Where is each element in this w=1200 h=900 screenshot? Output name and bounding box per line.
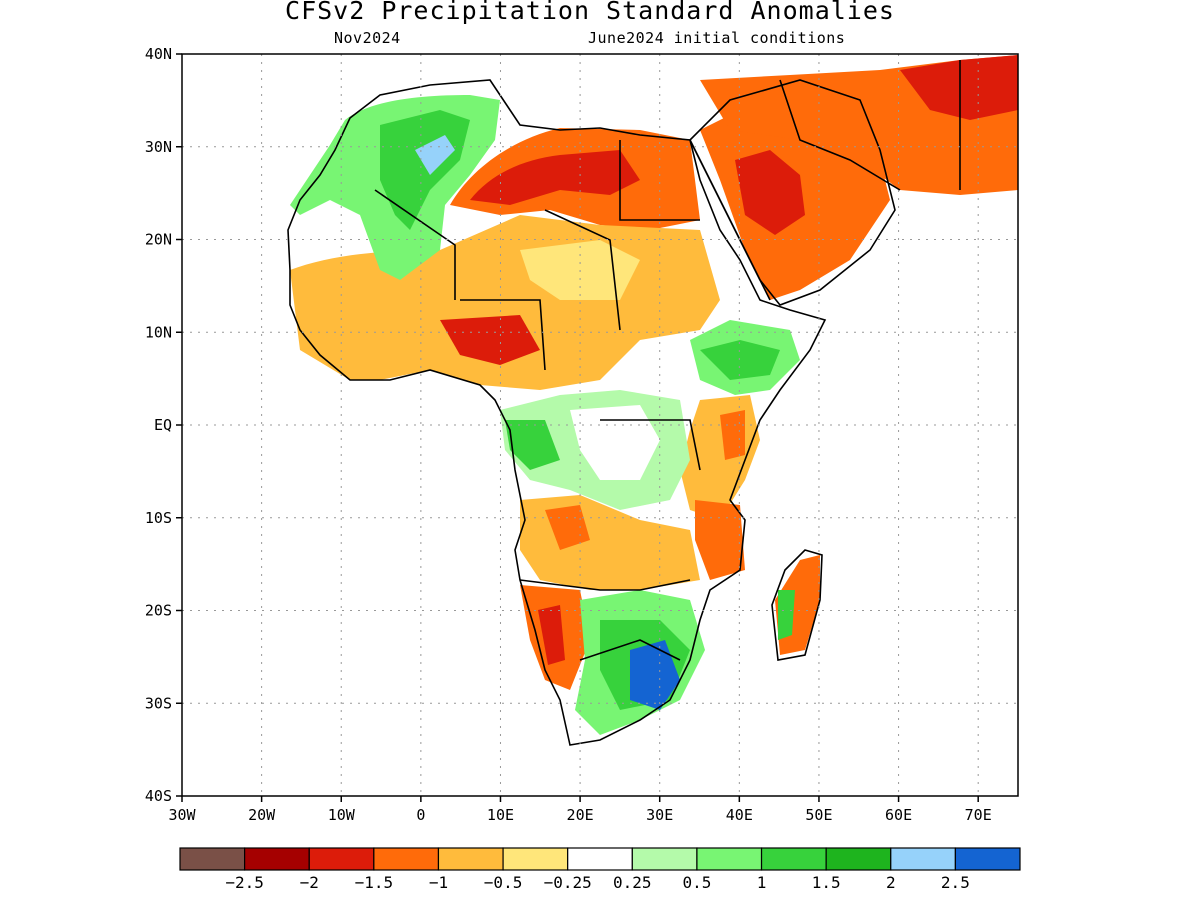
colorbar-swatch (825, 847, 892, 871)
anomaly-region-ethiopia-wet (700, 340, 780, 380)
colorbar-swatch (179, 847, 246, 871)
colorbar (179, 847, 1021, 871)
colorbar-swatch (244, 847, 310, 871)
longitude-axis: 30W 20W 10W 0 10E 20E 30E 40E 50E 60E 70E (168, 796, 992, 824)
colorbar-label: 2 (886, 873, 896, 892)
anomaly-region-nw-blue (415, 135, 455, 175)
colorbar-label: 1.5 (812, 873, 841, 892)
lat-tick-label: EQ (154, 416, 172, 434)
colorbar-label: 0.25 (613, 873, 652, 892)
anomaly-region-sahel (290, 215, 720, 390)
chart-title: CFSv2 Precipitation Standard Anomalies (285, 0, 895, 25)
africa-coastline (287, 79, 827, 746)
colorbar-label: −2 (300, 873, 319, 892)
colorbar-swatch (437, 847, 504, 871)
anomaly-region-namibia-red (538, 605, 565, 665)
colorbar-label: −0.5 (484, 873, 523, 892)
border-2 (544, 209, 621, 331)
border-7 (600, 419, 701, 471)
lon-tick-label: 10E (487, 806, 514, 824)
colorbar-labels: −2.5 −2 −1.5 −1 −0.5 −0.25 0.25 0.5 1 1.5 2 2.5 (225, 873, 969, 892)
border-3 (619, 140, 700, 221)
anomaly-region-angola-orange (545, 505, 590, 550)
lat-tick-label: 10S (145, 509, 172, 527)
border-5 (519, 579, 691, 591)
colorbar-swatch (502, 847, 569, 871)
anomaly-region-mozambique (695, 500, 745, 580)
lon-tick-label: 0 (416, 806, 425, 824)
colorbar-label: 1 (757, 873, 767, 892)
colorbar-swatch (373, 847, 440, 871)
border-1 (374, 189, 456, 300)
lon-tick-label: 30E (646, 806, 673, 824)
lat-tick-label: 40S (145, 787, 172, 805)
anomaly-region-kenya-red (720, 410, 745, 460)
anomaly-field (290, 55, 1018, 735)
lat-tick-label: 40N (145, 45, 172, 63)
anomaly-region-madagascar-wet (778, 590, 795, 640)
initial-conditions: June2024 initial conditions (588, 29, 846, 47)
grid-lines (182, 54, 1018, 796)
border-4 (460, 299, 546, 371)
anomaly-region-guinea (440, 315, 540, 365)
colorbar-swatch (890, 847, 956, 871)
lat-tick-label: 30N (145, 138, 172, 156)
lat-tick-label: 20N (145, 231, 172, 249)
anomaly-region-congo-white (570, 405, 660, 480)
lon-tick-label: 70E (965, 806, 992, 824)
lon-tick-label: 20W (248, 806, 276, 824)
anomaly-region-south-africa-blue (630, 640, 680, 710)
colorbar-swatch (567, 847, 633, 871)
red-sea (689, 139, 771, 301)
colorbar-swatch (308, 847, 375, 871)
lon-tick-label: 50E (805, 806, 832, 824)
border-6 (579, 639, 681, 661)
anomaly-region-arabia-core (735, 150, 805, 235)
colorbar-label: −0.25 (544, 873, 592, 892)
forecast-month: Nov2024 (334, 29, 401, 47)
lat-tick-label: 30S (145, 694, 172, 712)
coastlines (287, 60, 961, 746)
border-8 (779, 79, 901, 191)
madagascar-coastline (771, 549, 823, 661)
colorbar-label: 2.5 (941, 873, 970, 892)
anomaly-region-east-africa (680, 395, 760, 520)
colorbar-swatch (760, 847, 827, 871)
lat-tick-label: 10N (145, 323, 172, 341)
latitude-axis: 40N 30N 20N 10N EQ 10S 20S 30S 40S (145, 45, 182, 805)
colorbar-label: −1 (429, 873, 448, 892)
lon-tick-label: 10W (328, 806, 356, 824)
lon-tick-label: 30W (168, 806, 196, 824)
colorbar-swatch (696, 847, 763, 871)
anomaly-region-iran-core (900, 55, 1018, 120)
colorbar-swatch (954, 847, 1021, 871)
colorbar-label: −2.5 (225, 873, 264, 892)
lat-tick-label: 20S (145, 602, 172, 620)
colorbar-swatch (631, 847, 698, 871)
colorbar-label: 0.5 (682, 873, 711, 892)
lon-tick-label: 20E (567, 806, 594, 824)
lon-tick-label: 60E (885, 806, 912, 824)
colorbar-label: −1.5 (355, 873, 394, 892)
anomaly-region-gabon (505, 420, 560, 470)
anomaly-region-angola (520, 495, 700, 590)
lon-tick-label: 40E (726, 806, 753, 824)
anomaly-region-sahara-core (470, 150, 640, 205)
